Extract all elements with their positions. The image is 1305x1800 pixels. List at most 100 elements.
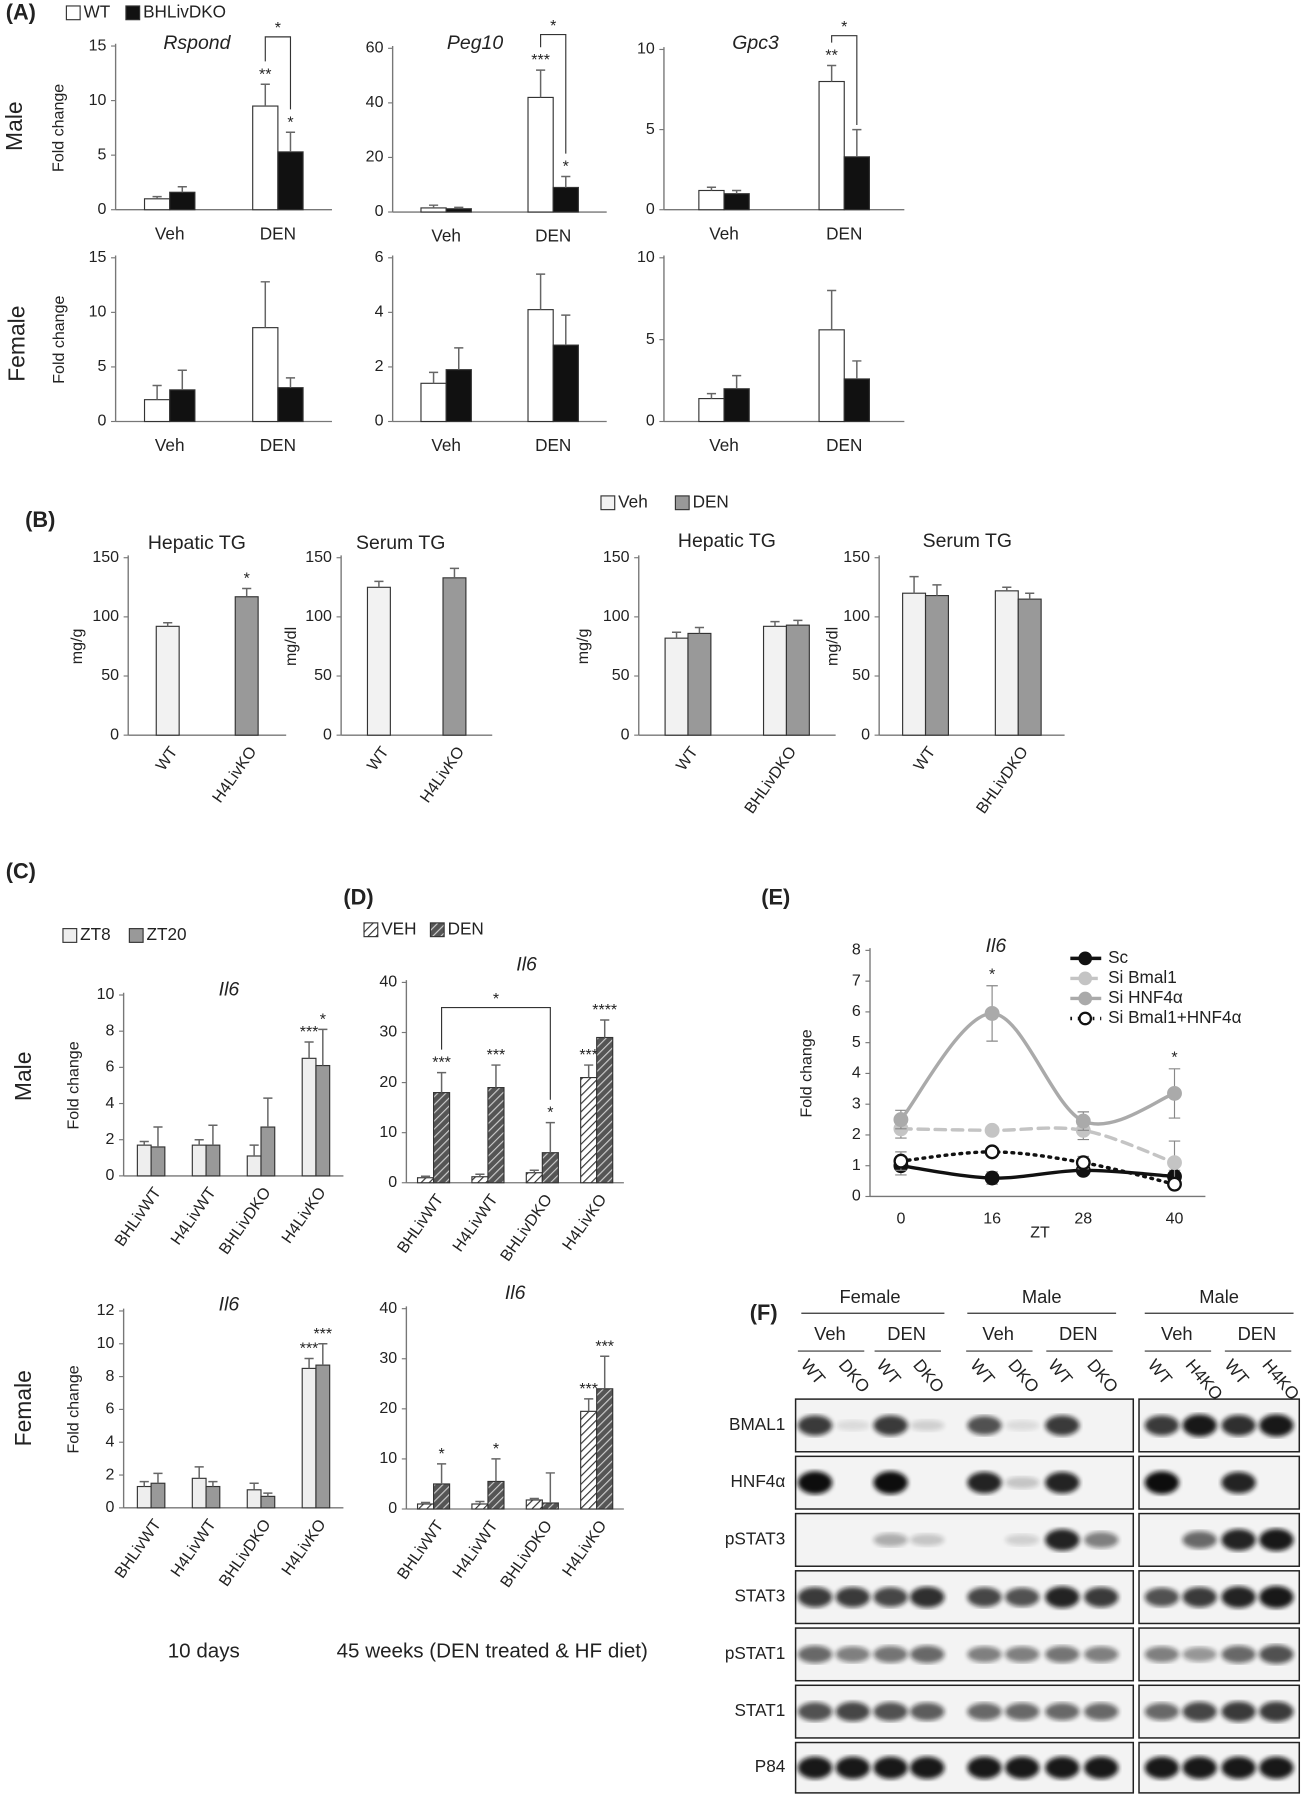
band	[1144, 1646, 1180, 1663]
band	[1182, 1756, 1217, 1779]
error-bar	[152, 384, 162, 400]
x-tick-label: BHLivWT	[394, 1191, 448, 1257]
x-tick-label: H4LivWT	[167, 1516, 220, 1580]
band	[873, 1587, 908, 1607]
bar	[924, 595, 949, 736]
error-bar	[1002, 586, 1012, 591]
x-tick-label: H4LivWT	[449, 1517, 502, 1581]
band	[873, 1415, 908, 1436]
y-tick-label: 5	[852, 1033, 861, 1051]
blot-lane: WT	[1221, 1355, 1254, 1389]
bar	[785, 624, 810, 736]
bar	[552, 186, 579, 213]
error-bar	[263, 1097, 273, 1128]
band	[1005, 1534, 1040, 1546]
bar	[136, 1144, 152, 1177]
significance: ***	[579, 1380, 598, 1398]
bar	[315, 1064, 331, 1177]
band	[1259, 1644, 1294, 1664]
error-bar	[491, 1458, 501, 1482]
band	[797, 1587, 833, 1608]
error-bar	[177, 369, 187, 390]
chart-title: Peg10	[447, 32, 503, 54]
y-tick-label: 50	[612, 666, 630, 684]
blot-lane: H4KO	[1258, 1355, 1303, 1404]
band	[797, 1702, 833, 1722]
marker	[1075, 1113, 1091, 1129]
bar	[169, 389, 196, 423]
legend-label: ZT8	[80, 924, 111, 944]
marker	[893, 1112, 909, 1128]
y-tick-label: 50	[101, 666, 119, 684]
bar	[818, 329, 845, 423]
x-tick-label: BHLivDKO	[497, 1191, 556, 1265]
bar	[843, 156, 870, 211]
y-tick-label: 2	[375, 357, 384, 375]
error-bar	[304, 1357, 314, 1369]
x-tick-label: 40	[1166, 1210, 1184, 1228]
error-bar	[770, 620, 780, 627]
bracket	[264, 36, 292, 110]
y-tick-label: 10	[89, 91, 107, 109]
significance: *	[320, 1010, 326, 1028]
bar	[136, 1485, 152, 1509]
band	[835, 1701, 870, 1722]
y-tick-label: 10	[97, 1334, 115, 1352]
band	[1182, 1647, 1217, 1662]
x-tick-label: DEN	[535, 226, 571, 246]
band	[1005, 1702, 1040, 1721]
bar	[698, 189, 725, 211]
band	[1084, 1587, 1119, 1608]
y-tick-label: 0	[861, 725, 870, 743]
band	[797, 1645, 833, 1664]
chart-title: Hepatic TG	[678, 530, 776, 552]
error-bar	[536, 69, 546, 98]
band	[910, 1756, 945, 1779]
marker	[1075, 1155, 1091, 1171]
band	[1005, 1756, 1040, 1779]
band	[967, 1646, 1002, 1663]
y-axis-label: mg/dl	[282, 627, 300, 666]
y-axis-label: Fold change	[65, 1041, 83, 1129]
y-tick-label: 6	[106, 1058, 115, 1076]
x-tick-label: BHLivWT	[111, 1184, 165, 1250]
blot-protein: pSTAT1	[725, 1643, 785, 1663]
marker	[893, 1153, 909, 1169]
chart-title: Il6	[986, 935, 1007, 957]
y-tick-label: 100	[305, 607, 332, 625]
error-bar	[285, 377, 296, 388]
y-tick-label: 150	[92, 548, 119, 566]
error-bar	[491, 1064, 501, 1088]
y-tick-label: 0	[110, 725, 119, 743]
band	[1005, 1420, 1040, 1431]
band	[1084, 1756, 1119, 1779]
x-tick-label: H4LivKO	[278, 1184, 330, 1247]
band	[1144, 1702, 1180, 1721]
legend-swatch	[363, 922, 379, 938]
band	[1259, 1756, 1294, 1779]
y-tick-label: 15	[89, 248, 107, 266]
row-label: Male	[1, 101, 27, 151]
y-tick-label: 5	[98, 145, 107, 163]
x-tick-label: H4LivWT	[167, 1184, 220, 1248]
significance: *	[438, 1445, 444, 1463]
significance: ***	[531, 51, 550, 69]
error-bar	[208, 1480, 218, 1487]
error-bar	[208, 1124, 218, 1146]
y-tick-label: 150	[603, 548, 630, 566]
error-bar	[671, 631, 682, 639]
band	[1221, 1701, 1256, 1722]
y-tick-label: 30	[379, 1023, 397, 1041]
blot-protein: STAT1	[734, 1700, 785, 1720]
band	[1084, 1702, 1119, 1721]
band	[797, 1415, 833, 1436]
error-bar	[909, 575, 919, 594]
chart-title: Il6	[219, 1293, 240, 1315]
bar	[150, 1482, 166, 1509]
x-tick-label: BHLivDKO	[215, 1184, 274, 1258]
error-bar	[852, 360, 862, 379]
significance: ***	[432, 1054, 451, 1072]
bar	[150, 1146, 166, 1177]
caption: 45 weeks (DEN treated & HF diet)	[337, 1640, 648, 1663]
